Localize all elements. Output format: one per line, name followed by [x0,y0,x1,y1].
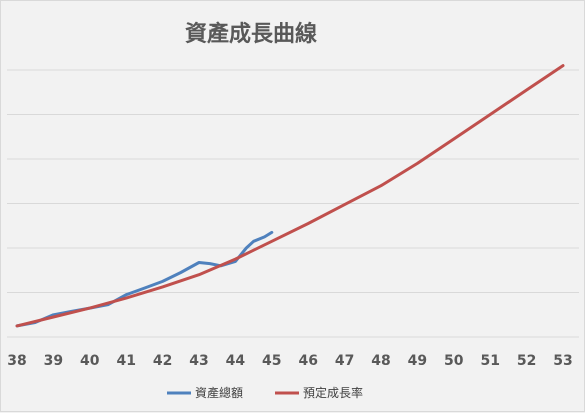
x-tick-label: 44 [226,353,246,369]
legend-label-1: 資產總額 [195,385,243,400]
x-tick-label: 53 [553,353,572,369]
series-line-1 [15,230,274,328]
chart-title: 資產成長曲線 [185,21,317,47]
x-tick-label: 45 [262,353,281,369]
x-tick-label: 42 [153,353,172,369]
x-tick-label: 38 [7,353,26,369]
x-tick-label: 49 [408,353,427,369]
x-axis-ticks: 38 39 40 41 42 43 44 45 46 47 48 49 50 51 52 53 [7,353,572,369]
series-line-2 [15,64,565,328]
legend: 資產總額 預定成長率 [167,385,363,400]
x-tick-label: 51 [480,353,499,369]
x-tick-label: 52 [517,353,536,369]
gridlines [7,69,579,338]
series-layer [15,64,565,328]
x-tick-label: 43 [189,353,208,369]
legend-label-2: 預定成長率 [303,385,363,400]
x-tick-label: 41 [116,353,135,369]
x-tick-label: 50 [444,353,464,369]
x-tick-label: 40 [80,353,100,369]
x-tick-label: 46 [298,353,317,369]
x-tick-label: 39 [44,353,63,369]
x-tick-label: 48 [371,353,390,369]
x-tick-label: 47 [335,353,354,369]
